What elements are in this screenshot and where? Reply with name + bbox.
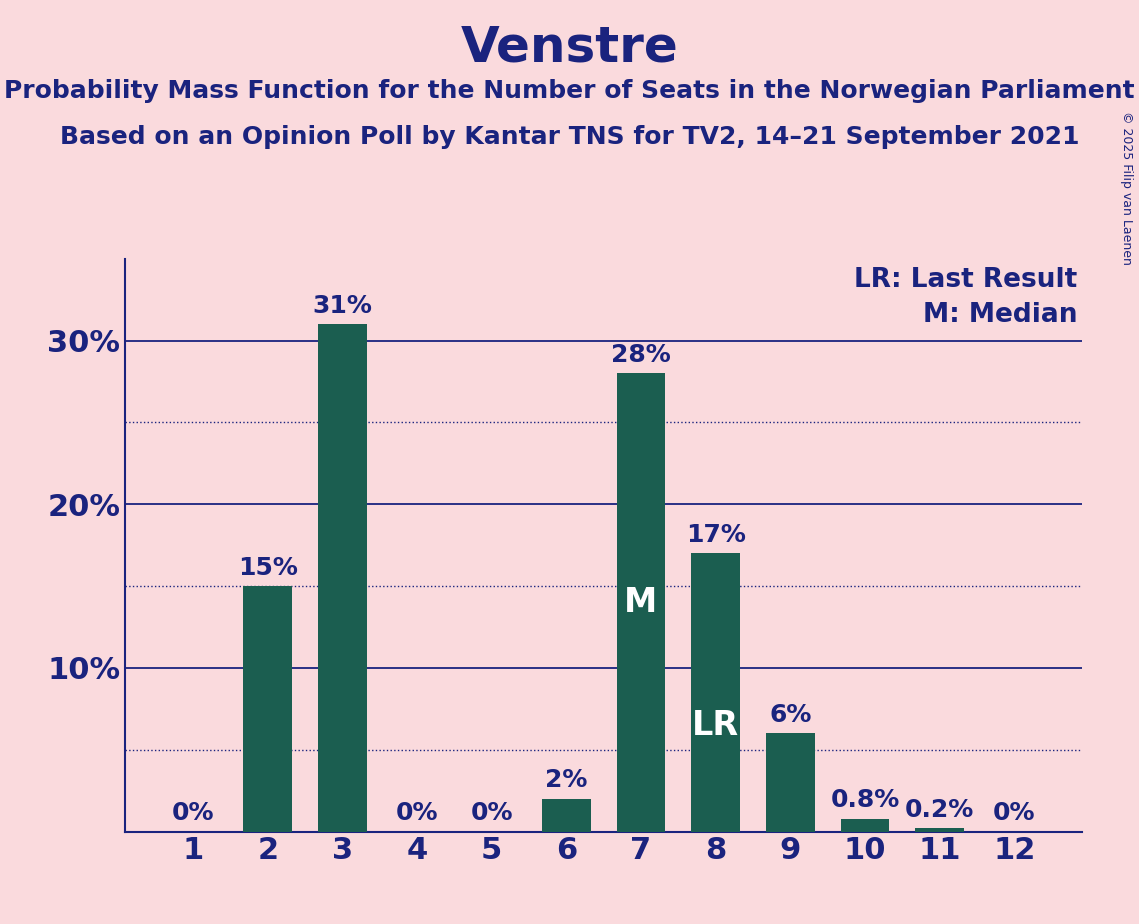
Text: 17%: 17% (686, 523, 746, 547)
Bar (841, 819, 890, 832)
Bar (318, 324, 367, 832)
Text: 28%: 28% (612, 343, 671, 367)
Text: Venstre: Venstre (460, 23, 679, 71)
Text: © 2025 Filip van Laenen: © 2025 Filip van Laenen (1121, 111, 1133, 265)
Text: 6%: 6% (769, 703, 811, 727)
Text: LR: LR (693, 710, 739, 742)
Text: M: Median: M: Median (923, 301, 1077, 328)
Text: M: M (624, 586, 657, 619)
Text: Probability Mass Function for the Number of Seats in the Norwegian Parliament: Probability Mass Function for the Number… (5, 79, 1134, 103)
Text: 0%: 0% (395, 801, 439, 825)
Bar (616, 373, 665, 832)
Text: Based on an Opinion Poll by Kantar TNS for TV2, 14–21 September 2021: Based on an Opinion Poll by Kantar TNS f… (59, 125, 1080, 149)
Text: 0.8%: 0.8% (830, 788, 900, 812)
Bar (767, 734, 814, 832)
Bar (542, 799, 591, 832)
Text: 0%: 0% (993, 801, 1035, 825)
Text: LR: Last Result: LR: Last Result (854, 267, 1077, 293)
Text: 15%: 15% (238, 555, 297, 579)
Text: 31%: 31% (312, 294, 372, 318)
Text: 2%: 2% (546, 769, 588, 792)
Bar (916, 828, 964, 832)
Bar (244, 586, 292, 832)
Text: 0.2%: 0.2% (906, 797, 974, 821)
Bar (691, 553, 740, 832)
Text: 0%: 0% (172, 801, 214, 825)
Text: 0%: 0% (470, 801, 513, 825)
